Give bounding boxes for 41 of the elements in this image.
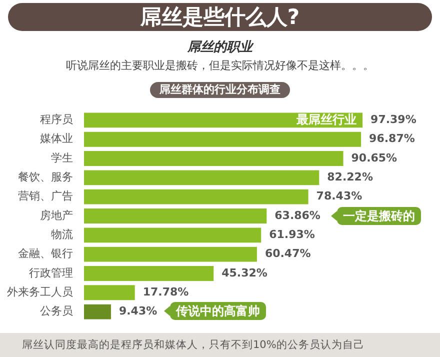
annotation: 传说中的高富帅 bbox=[170, 302, 266, 320]
bar bbox=[84, 208, 267, 224]
bar bbox=[84, 266, 214, 281]
y-tick-label: 营销、广告 bbox=[18, 190, 73, 203]
y-tick-label: 媒体业 bbox=[40, 132, 73, 146]
data-label: 63.86% bbox=[274, 208, 320, 222]
data-label: 82.22% bbox=[327, 170, 373, 184]
bar bbox=[84, 132, 362, 147]
bar bbox=[84, 189, 308, 204]
bar bbox=[84, 304, 111, 320]
y-tick-label: 程序员 bbox=[40, 113, 73, 126]
y-tick-label: 物流 bbox=[51, 228, 73, 242]
bar bbox=[84, 246, 257, 262]
data-label: 45.32% bbox=[222, 266, 268, 280]
text: 听说屌丝的主要职业是搬砖，但是实际情况好像不是这样。。。 bbox=[65, 58, 375, 73]
text: 屌丝群体的行业分布调查 bbox=[150, 82, 290, 98]
data-label: 96.87% bbox=[369, 132, 415, 146]
data-label: 78.43% bbox=[316, 190, 362, 203]
data-label: 90.65% bbox=[351, 151, 398, 164]
annotation: 最屌丝行业 bbox=[296, 112, 357, 126]
data-label: 60.47% bbox=[264, 247, 311, 260]
data-label: 97.39% bbox=[370, 113, 416, 126]
data-label: 17.78% bbox=[142, 286, 189, 299]
bar bbox=[84, 228, 262, 243]
annotation: 一定是搬砖的 bbox=[337, 207, 421, 225]
y-tick-label: 房地产 bbox=[40, 208, 73, 222]
y-tick-label: 学生 bbox=[51, 151, 73, 164]
y-tick-label: 公务员 bbox=[40, 304, 73, 318]
bar bbox=[84, 285, 135, 300]
y-tick-label: 行政管理 bbox=[29, 266, 73, 280]
data-label: 9.43% bbox=[118, 304, 158, 318]
y-tick-label: 金融、银行 bbox=[18, 247, 73, 260]
y-tick-label: 餐饮、服务 bbox=[18, 170, 73, 184]
chart-title: 屌丝是些什么人? bbox=[8, 3, 432, 31]
bar bbox=[84, 170, 320, 186]
y-tick-label: 外来务工人员 bbox=[7, 286, 73, 299]
chart-subtitle: 屌丝的职业 bbox=[186, 39, 255, 56]
bar bbox=[84, 112, 363, 128]
bar bbox=[84, 151, 344, 166]
data-label: 61.93% bbox=[269, 228, 315, 242]
text: 屌丝认同度最高的是程序员和媒体人，只有不到10%的公务员认为自己 bbox=[0, 333, 440, 357]
